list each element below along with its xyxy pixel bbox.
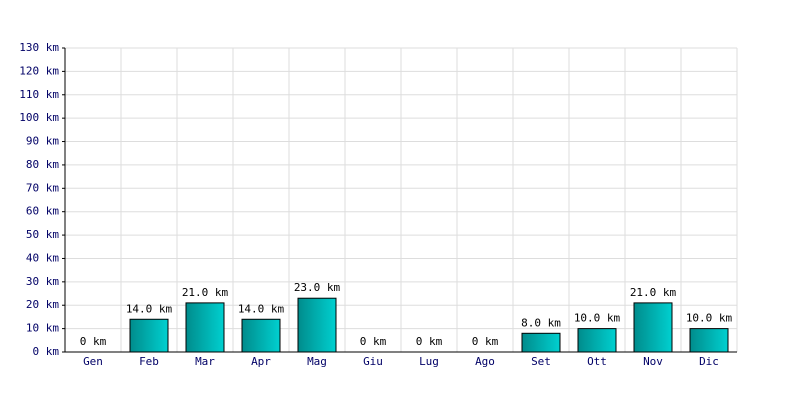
- value-label: 0 km: [360, 335, 387, 348]
- y-tick-label: 60 km: [26, 205, 59, 218]
- bar: [241, 318, 281, 353]
- value-label: 21.0 km: [182, 286, 229, 299]
- value-label: 14.0 km: [126, 302, 173, 315]
- value-label: 23.0 km: [294, 281, 341, 294]
- value-label: 0 km: [80, 335, 107, 348]
- value-label: 0 km: [416, 335, 443, 348]
- bar: [689, 328, 729, 353]
- y-tick-label: 90 km: [26, 135, 59, 148]
- y-tick-label: 130 km: [19, 41, 59, 54]
- x-tick-label: Lug: [419, 355, 439, 368]
- x-tick-label: Nov: [643, 355, 663, 368]
- x-tick-label: Giu: [363, 355, 383, 368]
- value-label: 0 km: [472, 335, 499, 348]
- y-tick-label: 110 km: [19, 88, 59, 101]
- bar: [129, 318, 169, 353]
- y-tick-label: 50 km: [26, 228, 59, 241]
- y-tick-label: 30 km: [26, 275, 59, 288]
- x-tick-label: Dic: [699, 355, 719, 368]
- value-label: 10.0 km: [574, 312, 621, 325]
- y-tick-label: 20 km: [26, 298, 59, 311]
- y-tick-label: 120 km: [19, 64, 59, 77]
- bar: [521, 332, 561, 353]
- value-label: 14.0 km: [238, 302, 285, 315]
- bar: [577, 328, 617, 353]
- x-tick-label: Mag: [307, 355, 327, 368]
- x-tick-label: Ago: [475, 355, 495, 368]
- x-tick-label: Set: [531, 355, 551, 368]
- value-label: 21.0 km: [630, 286, 677, 299]
- y-tick-label: 100 km: [19, 111, 59, 124]
- bar: [633, 302, 673, 353]
- y-tick-label: 0 km: [33, 345, 60, 358]
- value-label: 10.0 km: [686, 312, 733, 325]
- x-tick-label: Apr: [251, 355, 271, 368]
- x-tick-label: Feb: [139, 355, 159, 368]
- x-tick-label: Mar: [195, 355, 215, 368]
- value-label: 8.0 km: [521, 316, 561, 329]
- y-tick-label: 70 km: [26, 181, 59, 194]
- y-tick-label: 40 km: [26, 251, 59, 264]
- y-tick-label: 80 km: [26, 158, 59, 171]
- y-tick-label: 10 km: [26, 322, 59, 335]
- bar: [297, 297, 337, 353]
- x-tick-label: Gen: [83, 355, 103, 368]
- x-tick-label: Ott: [587, 355, 607, 368]
- bar: [185, 302, 225, 353]
